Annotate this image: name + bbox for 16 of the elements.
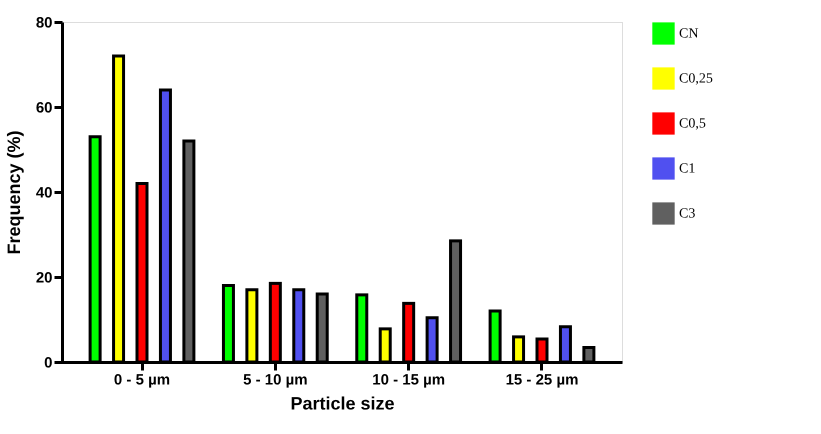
x-tick-label: 5 - 10 µm (243, 372, 308, 388)
y-tick-label: 0 (44, 354, 52, 372)
y-axis-title: Frequency (%) (4, 130, 24, 255)
y-tick-label: 20 (36, 270, 52, 286)
x-tick-label: 15 - 25 µm (506, 372, 578, 388)
legend-label: CN (679, 26, 698, 42)
x-axis-title: Particle size (290, 394, 395, 414)
legend-label: C3 (679, 206, 696, 222)
y-tick-label: 60 (36, 100, 52, 116)
x-tick-label: 10 - 15 µm (372, 372, 446, 388)
legend-label: C0,25 (679, 72, 713, 86)
y-tick-label: 80 (36, 14, 52, 32)
legend-label: C0,5 (679, 116, 706, 132)
y-tick-label: 40 (36, 184, 52, 202)
legend-label: C1 (679, 162, 696, 176)
x-tick-label: 0 - 5 µm (114, 372, 170, 388)
